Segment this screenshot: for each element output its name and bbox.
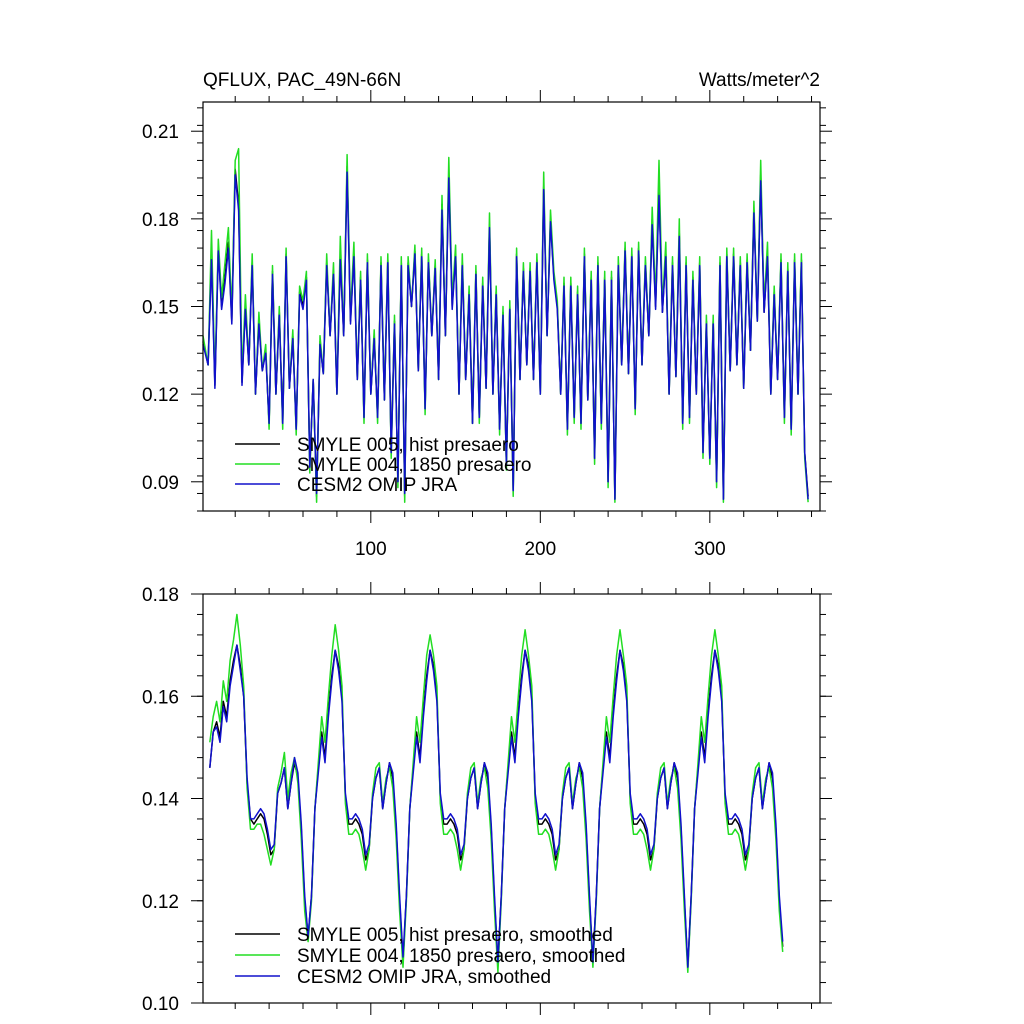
y-tick-label: 0.21 — [142, 122, 179, 143]
y-tick-label: 0.14 — [142, 790, 179, 811]
plot-area — [202, 147, 809, 503]
qflux-smoothed-panel: 0.10 0.12 0.14 0.16 0.18 SMYLE 005, hist pre… — [142, 582, 832, 1015]
legend-label-omip: CESM2 OMIP JRA — [297, 475, 457, 496]
y-tick-label: 0.09 — [142, 473, 179, 494]
plot-frame — [202, 101, 821, 512]
qflux-raw-panel: QFLUX, PAC_49N-66N Watts/meter^2 0.09 0.1… — [142, 70, 832, 560]
x-tick-label: 300 — [694, 539, 726, 560]
legend-label-smyle004: SMYLE 004, 1850 presaero — [297, 455, 532, 476]
legend-label-omip: CESM2 OMIP JRA, smoothed — [297, 967, 551, 988]
axis-tick-labels: 0.09 0.12 0.15 0.18 0.21 100 200 300 — [142, 122, 726, 560]
plot-frame — [202, 593, 821, 1004]
y-tick-label: 0.18 — [142, 210, 179, 231]
legend: SMYLE 005, hist presaero, smoothedSMYLE … — [235, 925, 625, 988]
x-tick-label: 200 — [524, 539, 556, 560]
panel-title-left: QFLUX, PAC_49N-66N — [203, 70, 401, 91]
axis-ticks — [191, 582, 832, 1015]
series-line-omip — [209, 644, 784, 968]
y-tick-label: 0.18 — [142, 585, 179, 606]
y-tick-label: 0.12 — [142, 892, 179, 913]
series-line-omip — [202, 171, 809, 501]
axis-tick-labels: 0.10 0.12 0.14 0.16 0.18 — [142, 585, 179, 1015]
axis-ticks — [191, 90, 832, 523]
y-tick-label: 0.12 — [142, 385, 179, 406]
y-tick-label: 0.10 — [142, 994, 179, 1015]
legend-label-smyle005: SMYLE 005, hist presaero — [297, 435, 519, 456]
y-tick-label: 0.16 — [142, 687, 179, 708]
legend-label-smyle005: SMYLE 005, hist presaero, smoothed — [297, 925, 613, 946]
panel-title-units: Watts/meter^2 — [699, 70, 820, 91]
y-tick-label: 0.15 — [142, 298, 179, 319]
x-tick-label: 100 — [355, 539, 387, 560]
plot-area — [209, 613, 784, 974]
legend-label-smyle004: SMYLE 004, 1850 presaero, smoothed — [297, 946, 625, 967]
